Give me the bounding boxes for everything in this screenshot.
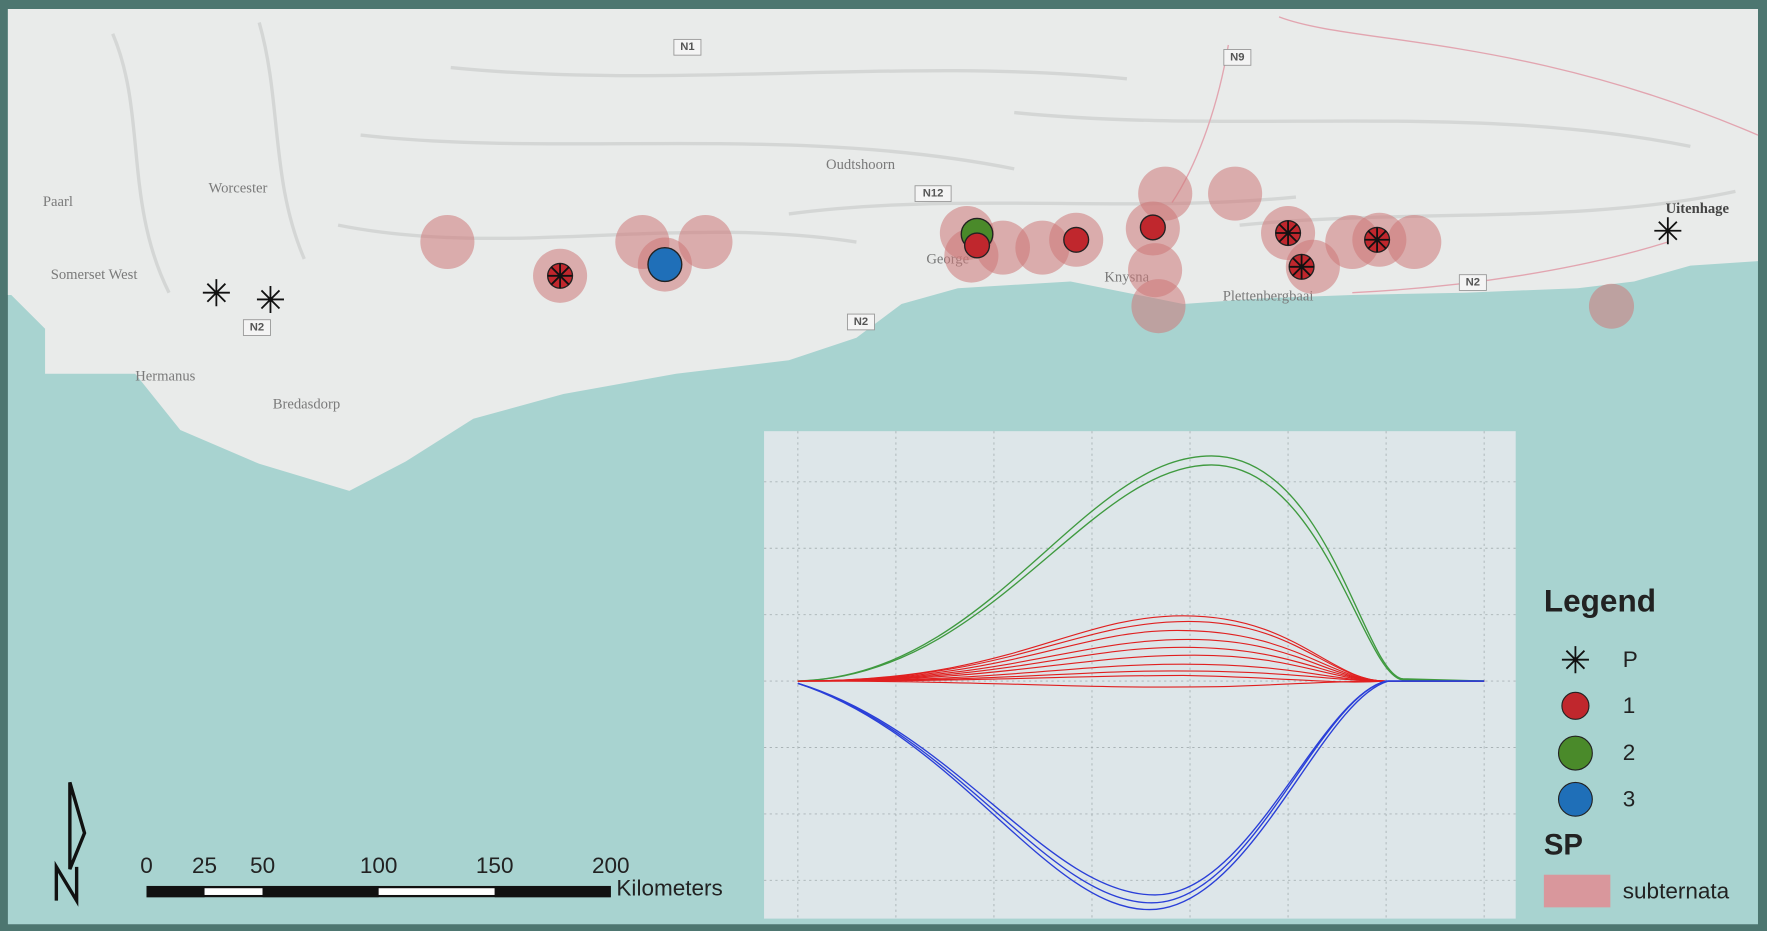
road-label: N2 <box>250 322 264 334</box>
scale-bar-segment <box>379 888 495 895</box>
road-label: N1 <box>680 41 694 53</box>
scale-bar-segment <box>263 886 379 897</box>
map-figure: Paarl Worcester Somerset West Hermanus B… <box>0 0 1767 931</box>
legend-swatch <box>1544 875 1610 908</box>
place-label: Worcester <box>208 181 267 197</box>
scale-bar-label: 25 <box>192 853 217 878</box>
scale-bar-label: 50 <box>250 853 275 878</box>
chart-background <box>764 431 1516 918</box>
place-label: Uitenhage <box>1666 201 1730 217</box>
legend-symbol <box>1562 692 1589 719</box>
legend-label: 1 <box>1623 693 1636 718</box>
scale-bar-label: 0 <box>140 853 153 878</box>
scale-bar-label: 150 <box>476 853 514 878</box>
scale-bar-segment <box>205 888 263 895</box>
place-label: Plettenbergbaai <box>1223 289 1314 305</box>
scale-bar-unit: Kilometers <box>616 875 722 900</box>
legend-label: 3 <box>1623 786 1636 811</box>
legend-label: subternata <box>1623 879 1730 904</box>
scale-bar-segment <box>146 886 204 897</box>
road-label: N2 <box>854 316 868 328</box>
legend-symbol <box>1559 782 1593 816</box>
scale-bar-label: 200 <box>592 853 630 878</box>
place-label: Bredasdorp <box>273 397 340 413</box>
legend-label: 2 <box>1623 740 1636 765</box>
legend-group-title: SP <box>1544 828 1583 861</box>
place-label: Hermanus <box>135 369 195 385</box>
legend-label: P <box>1623 647 1638 672</box>
road-label: N9 <box>1230 51 1244 63</box>
scale-bar-label: 100 <box>360 853 398 878</box>
place-label: Oudtshoorn <box>826 157 896 173</box>
scale-bar-segment <box>495 886 611 897</box>
legend-symbol <box>1559 736 1593 770</box>
inset-chart <box>764 431 1516 918</box>
road-label: N2 <box>1466 277 1480 289</box>
place-label: Paarl <box>43 194 73 210</box>
road-label: N12 <box>923 188 944 200</box>
place-label: Somerset West <box>51 267 138 283</box>
legend-title: Legend <box>1544 583 1656 619</box>
